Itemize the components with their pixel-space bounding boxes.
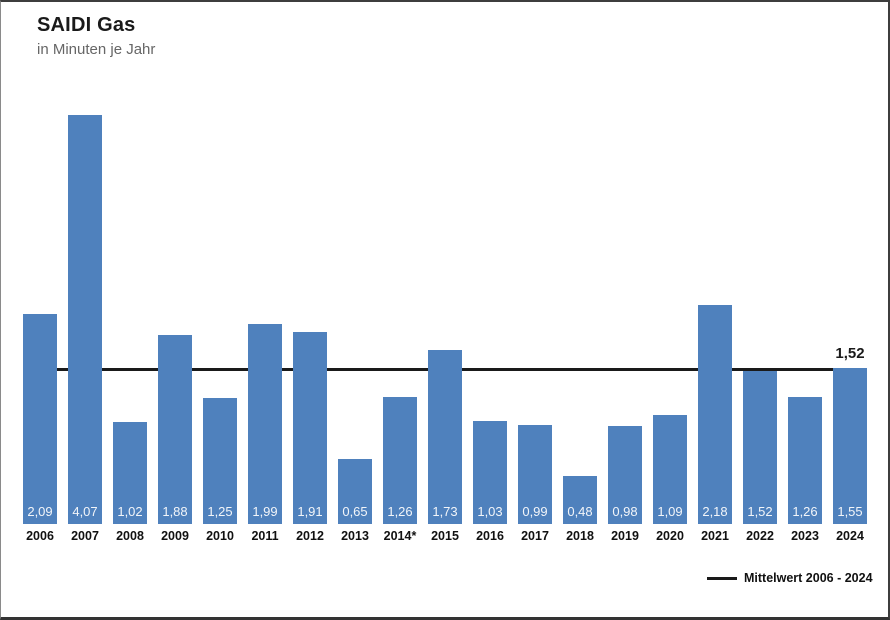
x-tick-label-2023: 2023 <box>791 529 819 543</box>
bar-2024: 1,55 <box>833 368 867 524</box>
x-tick-label-2020: 2020 <box>656 529 684 543</box>
x-tick-label-2022: 2022 <box>746 529 774 543</box>
bar-2021: 2,18 <box>698 305 732 524</box>
bar-value-label: 1,25 <box>207 504 233 519</box>
x-tick-label-2021: 2021 <box>701 529 729 543</box>
bar-2010: 1,25 <box>203 398 237 524</box>
legend-label: Mittelwert 2006 - 2024 <box>744 571 873 585</box>
bar-2019: 0,98 <box>608 426 642 524</box>
x-tick-label-2017: 2017 <box>521 529 549 543</box>
x-tick-label-2012: 2012 <box>296 529 324 543</box>
bar-2012: 1,91 <box>293 332 327 524</box>
bar-value-label: 0,98 <box>612 504 638 519</box>
bar-value-label: 2,18 <box>702 504 728 519</box>
bar-value-label: 1,55 <box>837 504 863 519</box>
bar-2007: 4,07 <box>68 115 102 524</box>
x-tick-label-2009: 2009 <box>161 529 189 543</box>
bar-value-label: 1,99 <box>252 504 278 519</box>
bar-2009: 1,88 <box>158 335 192 524</box>
bar-2008: 1,02 <box>113 422 147 524</box>
bar-2011: 1,99 <box>248 324 282 524</box>
x-tick-label-2006: 2006 <box>26 529 54 543</box>
legend: Mittelwert 2006 - 2024 <box>707 571 873 585</box>
bar-2020: 1,09 <box>653 415 687 524</box>
x-tick-label-2007: 2007 <box>71 529 99 543</box>
bar-value-label: 2,09 <box>27 504 53 519</box>
bar-value-label: 1,91 <box>297 504 323 519</box>
bar-2018: 0,48 <box>563 476 597 524</box>
x-tick-label-2011: 2011 <box>251 529 279 543</box>
bar-value-label: 0,48 <box>567 504 593 519</box>
x-tick-label-2013: 2013 <box>341 529 369 543</box>
x-tick-label-2008: 2008 <box>116 529 144 543</box>
x-tick-label-2010: 2010 <box>206 529 234 543</box>
mean-value-label: 1,52 <box>835 345 865 362</box>
bar-2022: 1,52 <box>743 371 777 524</box>
mean-line-legend-swatch-icon <box>707 576 737 580</box>
bar-2006: 2,09 <box>23 314 57 524</box>
bar-2016: 1,03 <box>473 421 507 524</box>
bar-value-label: 1,26 <box>792 504 818 519</box>
bar-value-label: 1,03 <box>477 504 503 519</box>
bar-2014: 1,26 <box>383 397 417 524</box>
chart-title: SAIDI Gas <box>37 14 136 36</box>
x-tick-label-2018: 2018 <box>566 529 594 543</box>
bar-2023: 1,26 <box>788 397 822 524</box>
bar-value-label: 1,02 <box>117 504 143 519</box>
bar-2015: 1,73 <box>428 350 462 524</box>
chart-subtitle: in Minuten je Jahr <box>37 41 156 58</box>
x-tick-label-2015: 2015 <box>431 529 459 543</box>
bar-value-label: 1,09 <box>657 504 683 519</box>
bar-value-label: 0,65 <box>342 504 368 519</box>
x-tick-label-2019: 2019 <box>611 529 639 543</box>
x-tick-label-2016: 2016 <box>476 529 504 543</box>
bar-value-label: 1,26 <box>387 504 413 519</box>
bar-value-label: 4,07 <box>72 504 98 519</box>
bar-2013: 0,65 <box>338 459 372 524</box>
bar-value-label: 1,73 <box>432 504 458 519</box>
bar-value-label: 1,52 <box>747 504 773 519</box>
x-tick-label-2024: 2024 <box>836 529 864 543</box>
x-tick-label-2014: 2014* <box>383 529 417 543</box>
bar-2017: 0,99 <box>518 425 552 524</box>
bar-value-label: 1,88 <box>162 504 188 519</box>
bar-value-label: 0,99 <box>522 504 548 519</box>
